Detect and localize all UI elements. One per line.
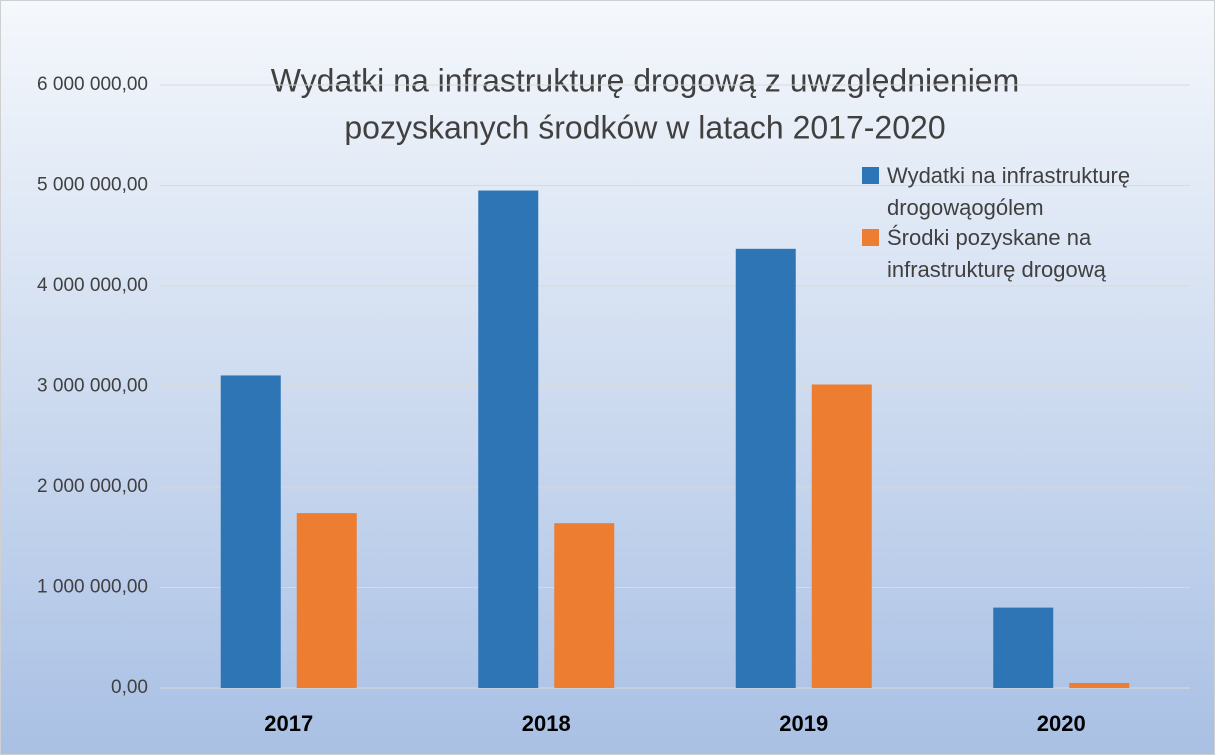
bar (554, 523, 615, 688)
bar (220, 375, 281, 688)
bar (735, 248, 796, 688)
bar (1069, 682, 1130, 688)
x-tick-label: 2019 (779, 711, 828, 736)
y-tick-label: 5 000 000,00 (37, 175, 148, 196)
bar (478, 190, 539, 688)
legend-swatch (862, 229, 879, 246)
chart-title: pozyskanych środków w latach 2017-2020 (344, 109, 945, 145)
legend-label: Środki pozyskane na infrastrukturę drogo… (887, 225, 1106, 282)
bar (993, 607, 1054, 688)
y-tick-label: 6 000 000,00 (37, 74, 148, 95)
bar (296, 513, 357, 688)
y-tick-label: 2 000 000,00 (37, 476, 148, 497)
y-tick-label: 4 000 000,00 (37, 275, 148, 296)
y-tick-label: 0,00 (111, 677, 148, 698)
legend-label: Wydatki na infrastrukturę drogowąogólem (887, 163, 1131, 220)
y-tick-label: 3 000 000,00 (37, 376, 148, 397)
legend-swatch (862, 167, 879, 184)
chart-title: Wydatki na infrastrukturę drogową z uwzg… (271, 62, 1020, 98)
x-tick-label: 2018 (522, 711, 571, 736)
bar (811, 384, 872, 688)
x-tick-label: 2017 (264, 711, 313, 736)
y-tick-label: 1 000 000,00 (37, 577, 148, 598)
x-tick-label: 2020 (1037, 711, 1086, 736)
